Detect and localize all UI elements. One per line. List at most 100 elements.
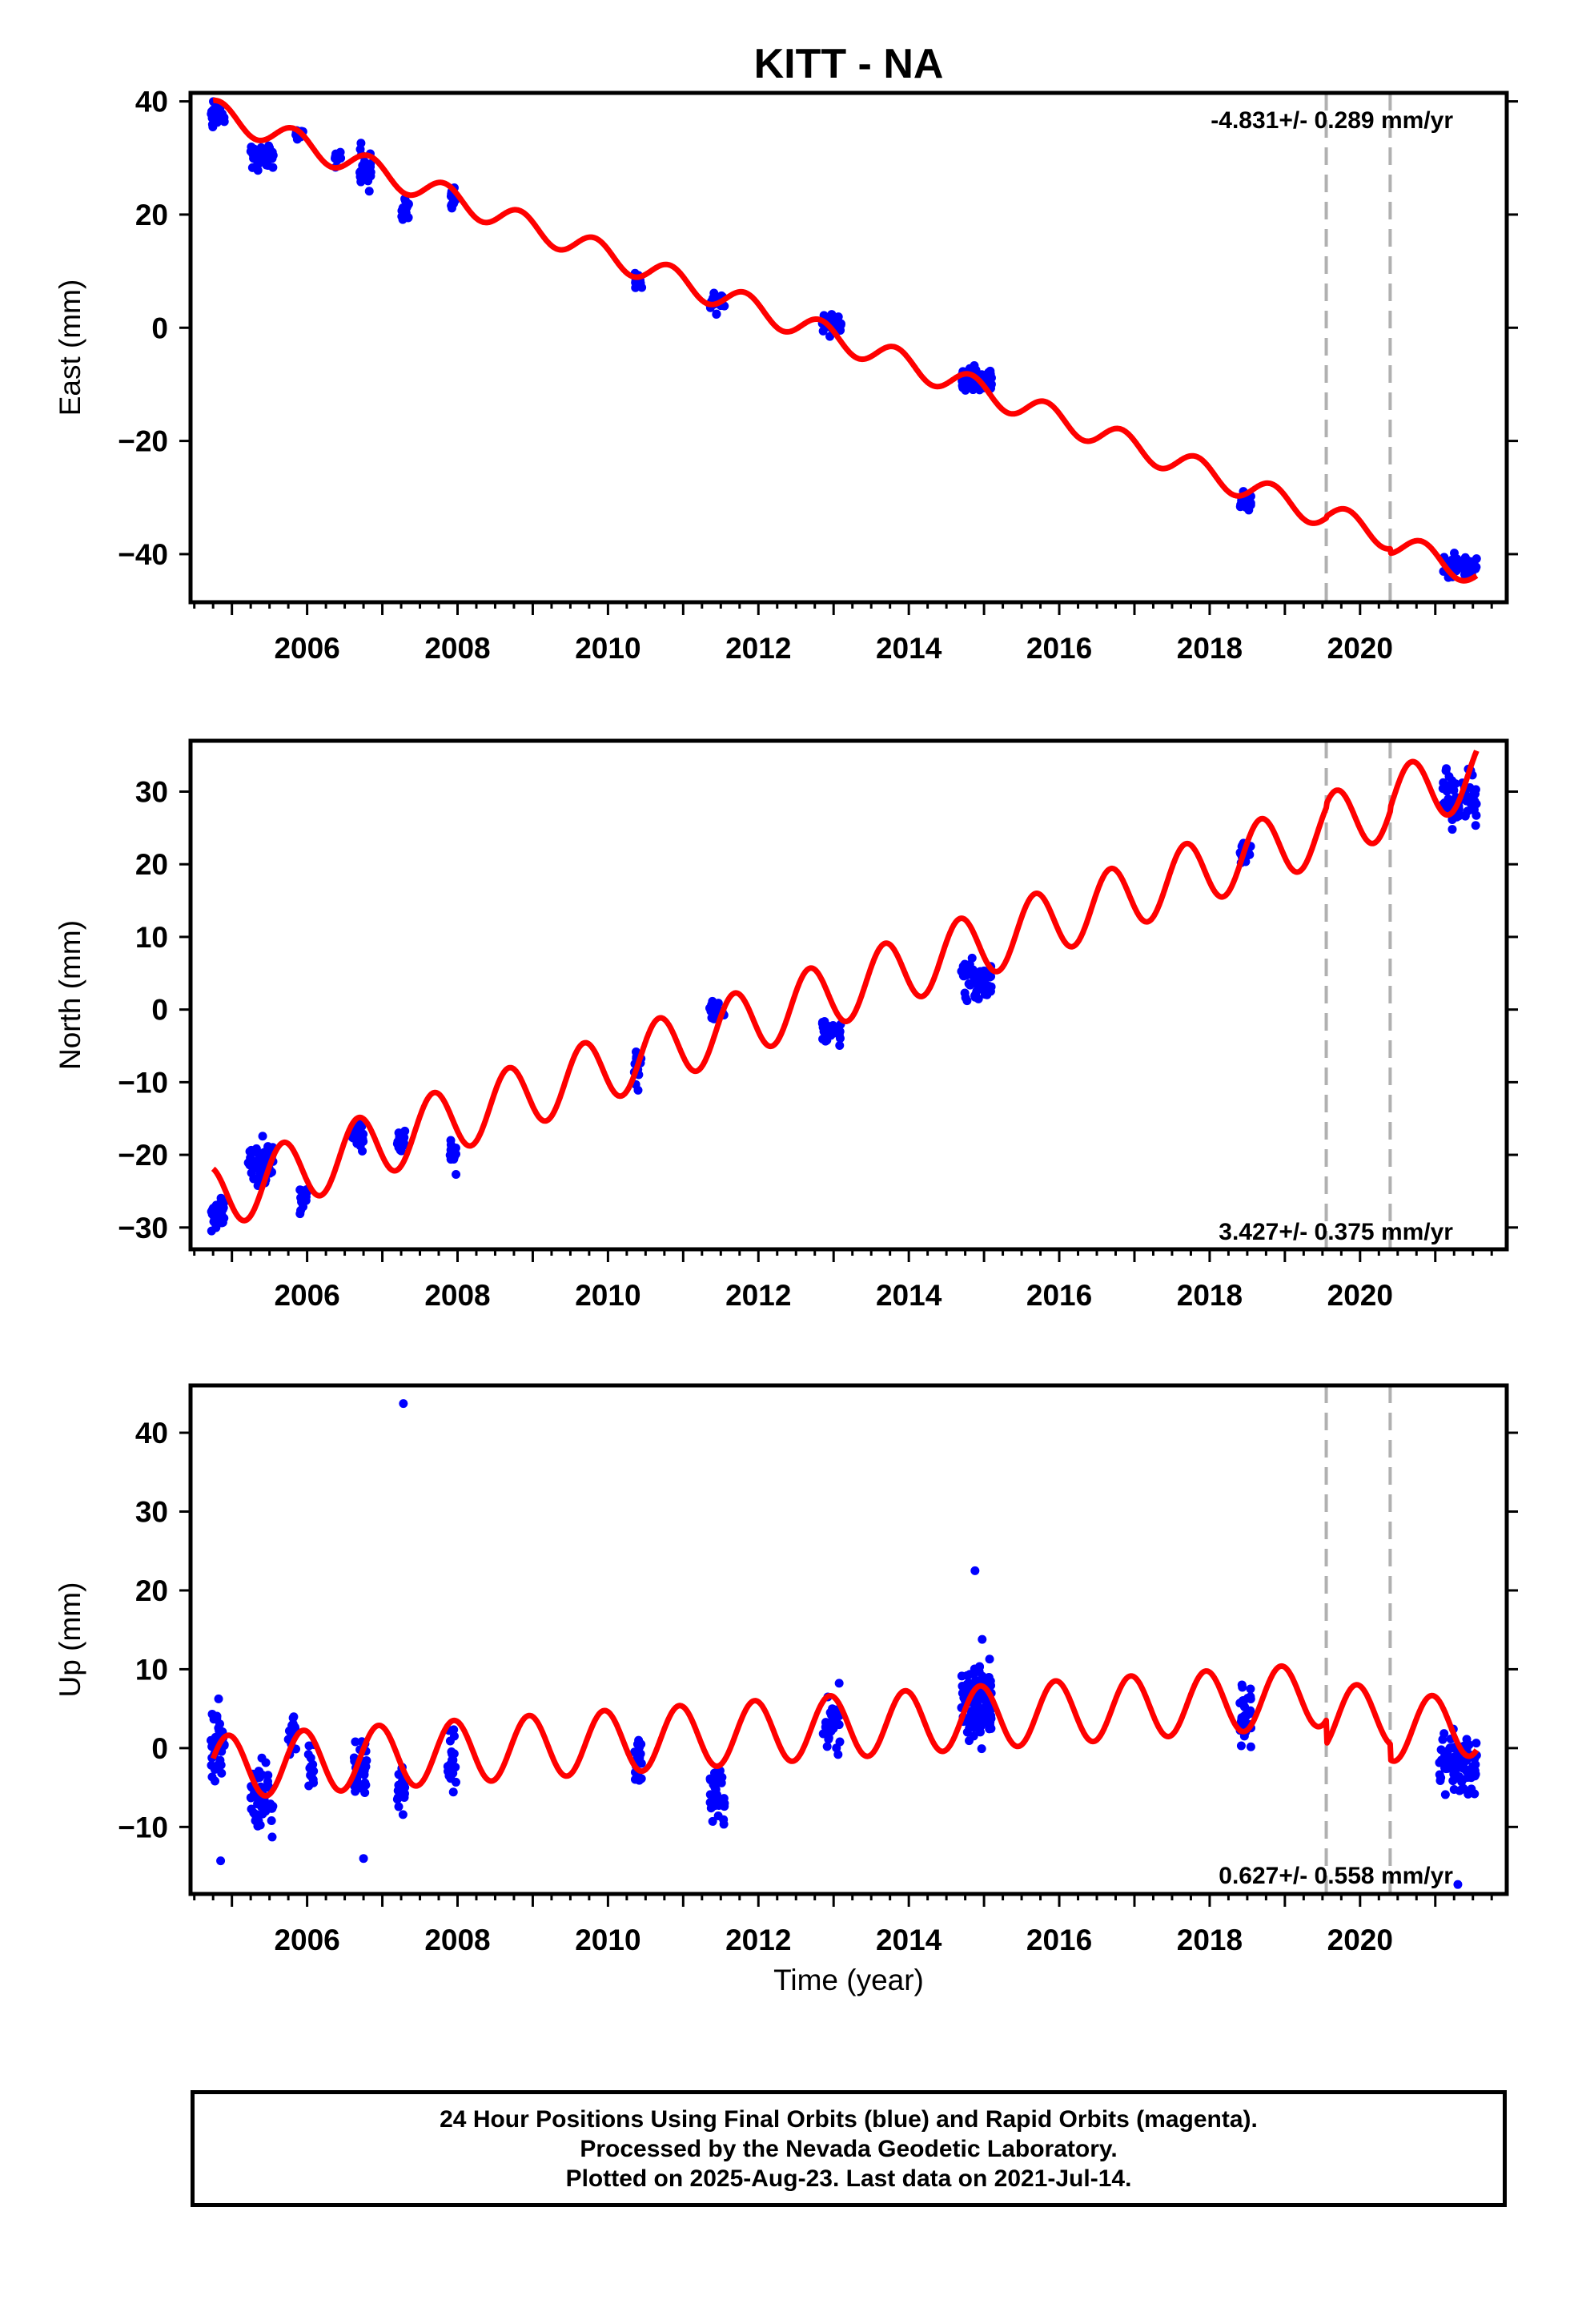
data-point bbox=[394, 1128, 404, 1138]
data-point bbox=[1471, 821, 1480, 830]
data-point bbox=[306, 1753, 315, 1763]
data-point bbox=[1447, 825, 1457, 834]
data-point bbox=[1472, 554, 1481, 564]
y-tick-label: 0 bbox=[151, 1732, 168, 1765]
data-point bbox=[207, 1772, 217, 1782]
x-tick-label: 2008 bbox=[424, 1924, 490, 1956]
y-tick-label: −30 bbox=[118, 1212, 168, 1244]
data-point bbox=[262, 1799, 271, 1809]
data-point bbox=[215, 1726, 225, 1735]
data-point bbox=[966, 380, 975, 390]
data-point bbox=[258, 1132, 267, 1141]
y-axis-label: North (mm) bbox=[54, 920, 86, 1070]
data-point bbox=[974, 1667, 984, 1677]
data-point bbox=[211, 1732, 220, 1742]
model-line bbox=[210, 1663, 1480, 1799]
data-point bbox=[352, 1776, 362, 1786]
data-point bbox=[705, 1775, 715, 1785]
data-point bbox=[1472, 562, 1481, 572]
y-tick-label: 20 bbox=[135, 848, 168, 881]
data-point bbox=[257, 1753, 267, 1763]
x-tick-label: 2010 bbox=[575, 1924, 640, 1956]
data-point bbox=[1468, 805, 1478, 814]
rate-label: -4.831+/- 0.289 mm/yr bbox=[1211, 107, 1453, 134]
data-point bbox=[261, 156, 271, 166]
data-point bbox=[211, 1208, 221, 1217]
x-tick-label: 2006 bbox=[274, 1279, 339, 1312]
data-point bbox=[974, 1694, 983, 1703]
data-point bbox=[212, 118, 222, 127]
rate-label: 0.627+/- 0.558 mm/yr bbox=[1219, 1863, 1453, 1889]
data-point bbox=[1442, 1761, 1452, 1771]
up-panel: −10 0 10 20 30 40 2006 2008 2010 2012 2014 2016 2018… bbox=[54, 1383, 1518, 1956]
footer-line-1: 24 Hour Positions Using Final Orbits (bl… bbox=[440, 2105, 1258, 2133]
data-point bbox=[817, 1018, 827, 1027]
y-axis-label: Up (mm) bbox=[54, 1582, 86, 1698]
data-point bbox=[308, 1759, 318, 1769]
y-tick-label: −10 bbox=[118, 1811, 168, 1844]
x-axis-label: Time (year) bbox=[773, 1964, 924, 1996]
y-tick-label: 30 bbox=[135, 1496, 168, 1529]
plot-frame bbox=[188, 738, 1509, 1252]
footer-note-box: 24 Hour Positions Using Final Orbits (bl… bbox=[191, 2090, 1507, 2207]
data-point bbox=[833, 1750, 843, 1759]
model-line bbox=[211, 97, 1479, 584]
x-tick-label: 2010 bbox=[575, 1279, 640, 1312]
data-point bbox=[970, 1566, 980, 1575]
data-point bbox=[1462, 1767, 1472, 1776]
data-point bbox=[398, 1810, 408, 1819]
data-point bbox=[1451, 779, 1460, 789]
data-point bbox=[970, 1703, 980, 1713]
data-point bbox=[246, 1793, 255, 1803]
data-point bbox=[360, 1778, 370, 1787]
x-tick-label: 2006 bbox=[274, 632, 339, 665]
data-point bbox=[986, 1723, 996, 1733]
data-point bbox=[712, 309, 721, 319]
data-point bbox=[210, 1217, 219, 1227]
data-point bbox=[1246, 1742, 1255, 1751]
data-point bbox=[366, 159, 375, 168]
y-tick-label: 0 bbox=[151, 994, 168, 1027]
x-tick-label: 2020 bbox=[1327, 1279, 1393, 1312]
x-tick-label: 2012 bbox=[725, 1279, 791, 1312]
data-point bbox=[1237, 1680, 1247, 1690]
data-point bbox=[400, 1792, 409, 1802]
data-point bbox=[309, 1767, 319, 1776]
data-point bbox=[965, 1736, 974, 1746]
data-point bbox=[966, 1711, 975, 1720]
data-point bbox=[713, 1792, 722, 1802]
x-tick-label: 2008 bbox=[424, 632, 490, 665]
data-point bbox=[1459, 1756, 1468, 1766]
data-point bbox=[359, 1854, 368, 1864]
plot-frame bbox=[188, 1383, 1509, 1896]
x-tick-label: 2016 bbox=[1026, 632, 1092, 665]
data-point bbox=[209, 1715, 219, 1724]
data-point bbox=[826, 1727, 836, 1736]
data-point bbox=[394, 1802, 404, 1811]
data-point bbox=[1439, 1729, 1449, 1739]
y-tick-label: −10 bbox=[118, 1066, 168, 1099]
data-point bbox=[829, 1021, 838, 1031]
data-point bbox=[448, 1749, 457, 1759]
x-tick-label: 2016 bbox=[1026, 1279, 1092, 1312]
data-point bbox=[401, 208, 411, 218]
y-tick-label: 0 bbox=[151, 312, 168, 344]
data-point bbox=[1472, 1739, 1481, 1748]
data-point bbox=[979, 1714, 989, 1723]
data-point bbox=[449, 1725, 459, 1735]
data-point bbox=[355, 1132, 365, 1141]
north-panel: −30 −20 −10 0 10 20 30 2006 2008 2010 2012 2014 2016… bbox=[54, 738, 1518, 1312]
data-point bbox=[1449, 1775, 1459, 1784]
y-tick-label: 40 bbox=[135, 1417, 168, 1449]
data-point bbox=[962, 1671, 972, 1680]
data-point bbox=[971, 365, 981, 375]
data-point bbox=[393, 1137, 403, 1147]
data-point bbox=[1435, 1770, 1444, 1779]
data-point bbox=[1452, 1757, 1461, 1767]
data-point bbox=[355, 167, 365, 176]
east-panel: −40 −20 0 20 40 2006 2008 2010 2012 2014 2016 2018 2… bbox=[54, 86, 1518, 665]
data-point bbox=[216, 1760, 226, 1770]
data-point bbox=[360, 1787, 370, 1797]
data-point bbox=[1464, 557, 1473, 566]
data-point bbox=[448, 1787, 458, 1797]
